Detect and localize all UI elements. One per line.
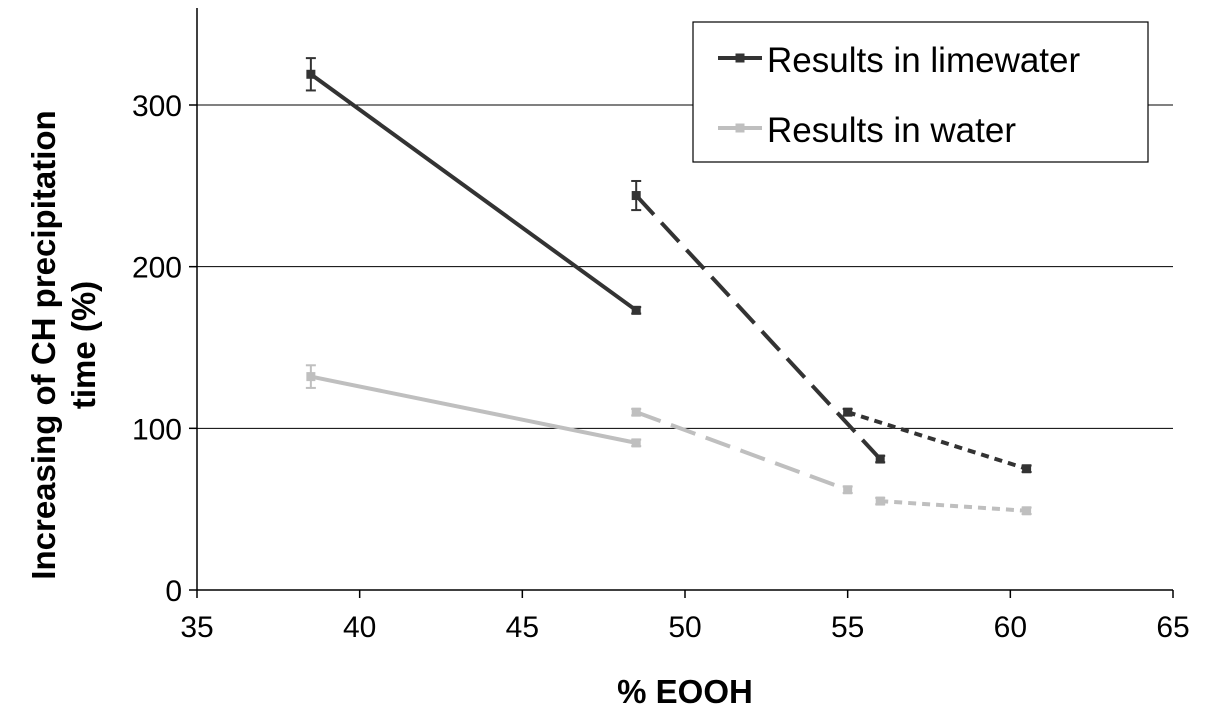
series-line [880,499,1027,513]
series-5-dotted [875,496,1032,516]
legend-label-water: Results in water [767,111,1016,150]
data-point [631,191,641,201]
y-axis-title: Increasing of CH precipitation time (%) [25,110,102,579]
series-layer [305,57,1032,516]
data-point [631,305,641,315]
series-line [635,410,849,492]
series-line [634,194,882,461]
x-axis-title: % EOOH [617,673,753,710]
y-tick-label-100: 100 [132,413,182,446]
series-line [847,410,1028,471]
data-point [843,407,853,417]
x-tick-label-55: 55 [831,611,864,644]
series-2-dotted [842,407,1032,474]
x-tick-label-35: 35 [180,611,213,644]
legend-label-limewater: Results in limewater [767,41,1080,80]
data-point [1022,506,1032,516]
y-tick-label-0: 0 [165,575,182,608]
data-point [1022,464,1032,474]
y-axis-title-line-1: Increasing of CH precipitation [25,110,62,579]
y-tick-label-300: 300 [132,90,182,123]
series-line [310,374,637,445]
series-line [309,72,638,312]
data-point [631,438,641,448]
series-1-dashed [631,179,886,464]
series-0-solid [305,57,642,315]
series-3-solid [305,364,642,448]
data-point [875,454,885,464]
legend: Results in limewater Results in water [692,21,1149,163]
x-tick-label-50: 50 [668,611,701,644]
y-axis-title-line-2: time (%) [65,281,102,409]
axes [189,8,1174,598]
x-tick-label-40: 40 [343,611,376,644]
data-point [306,372,316,382]
x-tick-label-60: 60 [994,611,1027,644]
data-point [875,496,885,506]
legend-marker-1 [735,123,745,133]
data-point [631,407,641,417]
x-tick-label-65: 65 [1156,611,1189,644]
series-4-dashed [631,407,853,495]
data-point [843,485,853,495]
data-point [306,69,316,79]
tick-labels: 35 40 45 50 55 60 65 0 100 200 300 [132,90,1190,644]
legend-box [692,21,1149,163]
x-tick-label-45: 45 [506,611,539,644]
y-tick-label-200: 200 [132,252,182,285]
legend-markers [718,53,762,133]
legend-marker-0 [735,53,745,63]
